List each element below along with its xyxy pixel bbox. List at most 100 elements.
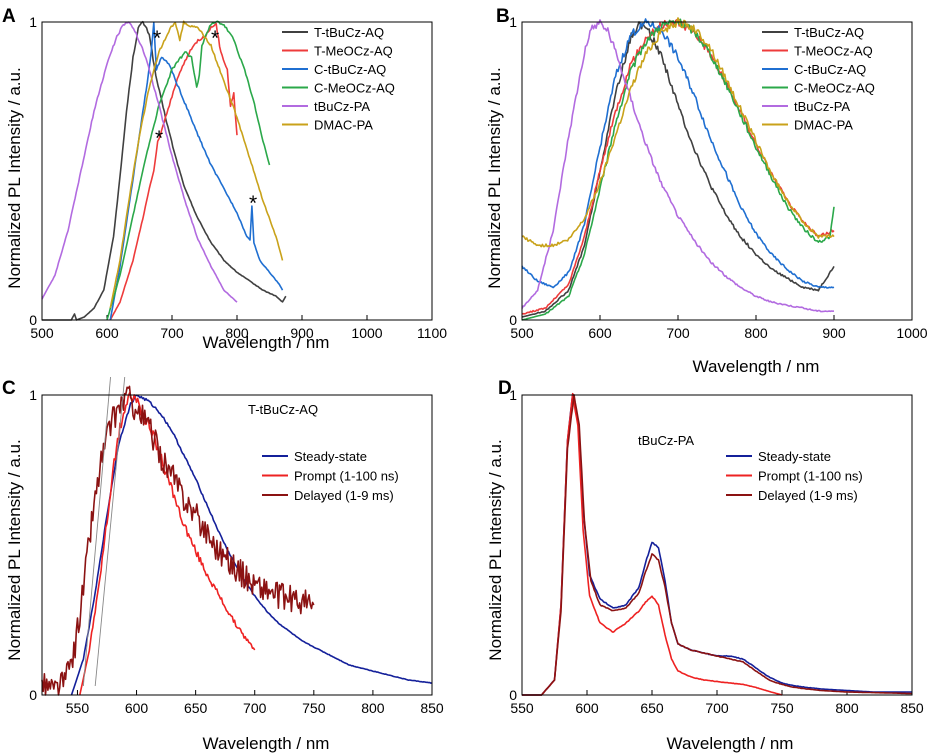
x-tick-label-d-550: 550	[510, 700, 534, 716]
x-tick-label-c-650: 650	[184, 700, 208, 716]
chart-title-d: tBuCz-PA	[638, 433, 694, 448]
series-line-c-delayed-1-9-ms-	[41, 385, 315, 696]
panel-b: B Normalized PL Intensity / a.u. Wavelen…	[485, 6, 928, 376]
x-tick-label-c-800: 800	[361, 700, 385, 716]
legend-b: T-tBuCz-AQ T-MeOCz-AQ C-tBuCz-AQ C-MeOCz-AQ…	[762, 25, 875, 133]
x-tick-label-b-600: 600	[588, 325, 612, 341]
y-tick-label-a-0: 0	[29, 312, 37, 328]
plot-frame-c	[41, 394, 433, 696]
chart-title-c: T-tBuCz-AQ	[248, 402, 318, 417]
x-tick-label-a-600: 600	[95, 325, 119, 341]
legend-label-a-5: DMAC-PA	[314, 118, 373, 133]
legend-label-d-1: Prompt (1-100 ns)	[758, 469, 863, 484]
x-tick-label-c-600: 600	[125, 700, 149, 716]
legend-label-b-2: C-tBuCz-AQ	[794, 62, 866, 77]
panel-c: C Normalized PL Intensity / a.u. Wavelen…	[2, 376, 444, 753]
series-d	[522, 392, 912, 696]
y-axis-title-d: Normalized PL Intensity / a.u.	[486, 439, 505, 660]
legend-label-c-2: Delayed (1-9 ms)	[294, 488, 394, 503]
x-tick-label-b-500: 500	[510, 325, 534, 341]
ticks-a: 500 600 700 800 900 1000 1100 0 1	[29, 14, 447, 341]
y-tick-label-b-0: 0	[509, 312, 517, 328]
peak-annotation-1: *	[153, 27, 161, 50]
series-line-a-tbucz-pa	[41, 21, 238, 303]
legend-label-b-4: tBuCz-PA	[794, 99, 850, 114]
series-line-a-t-tbucz-aq	[42, 20, 287, 321]
legend-label-a-3: C-MeOCz-AQ	[314, 81, 395, 96]
peak-annotation-4: *	[249, 192, 257, 215]
legend-label-b-1: T-MeOCz-AQ	[794, 44, 873, 59]
panel-label-a: A	[2, 6, 16, 27]
legend-label-d-0: Steady-state	[758, 449, 831, 464]
x-tick-label-c-750: 750	[302, 700, 326, 716]
series-line-b-t-tbucz-aq	[521, 21, 835, 318]
plot-frame-b	[521, 21, 913, 321]
series-line-b-tbucz-pa	[521, 19, 835, 313]
plot-frame-d	[521, 394, 913, 696]
panel-label-d: D	[498, 378, 512, 399]
panel-label-b: B	[496, 6, 510, 27]
legend-label-c-1: Prompt (1-100 ns)	[294, 469, 399, 484]
legend-label-b-3: C-MeOCz-AQ	[794, 81, 875, 96]
y-tick-label-c-0: 0	[29, 687, 37, 703]
y-tick-label-a-1: 1	[29, 14, 37, 30]
x-tick-label-b-900: 900	[822, 325, 846, 341]
peak-annotation-2: *	[211, 27, 219, 50]
y-tick-label-c-1: 1	[29, 387, 37, 403]
series-line-a-c-meocz-aq	[106, 20, 271, 321]
y-axis-title-a: Normalized PL Intensity / a.u.	[5, 67, 24, 288]
x-tick-label-a-800: 800	[225, 325, 249, 341]
series-line-a-t-meocz-aq	[109, 22, 238, 321]
x-tick-label-d-700: 700	[705, 700, 729, 716]
y-axis-title-b: Normalized PL Intensity / a.u.	[485, 67, 504, 288]
x-tick-label-a-700: 700	[160, 325, 184, 341]
y-axis-title-c: Normalized PL Intensity / a.u.	[5, 439, 24, 660]
x-tick-label-a-1000: 1000	[351, 325, 382, 341]
legend-label-d-2: Delayed (1-9 ms)	[758, 488, 858, 503]
legend-a: T-tBuCz-AQ T-MeOCz-AQ C-tBuCz-AQ C-MeOCz-AQ…	[282, 25, 395, 133]
panel-a: A Normalized PL Intensity / a.u. Wavelen…	[2, 6, 447, 352]
x-axis-title-a: Wavelength / nm	[203, 333, 330, 352]
legend-label-b-0: T-tBuCz-AQ	[794, 25, 864, 40]
x-tick-label-d-800: 800	[835, 700, 859, 716]
x-tick-label-b-700: 700	[666, 325, 690, 341]
x-tick-label-a-900: 900	[290, 325, 314, 341]
series-line-c-steady-state	[70, 394, 433, 696]
x-tick-label-c-700: 700	[243, 700, 267, 716]
series-b	[521, 17, 835, 321]
x-tick-label-d-750: 750	[770, 700, 794, 716]
legend-label-a-4: tBuCz-PA	[314, 99, 370, 114]
series-line-b-dmac-pa	[521, 17, 835, 248]
x-axis-title-b: Wavelength / nm	[693, 357, 820, 376]
x-tick-label-a-1100: 1100	[417, 325, 447, 341]
plot-frame-a	[41, 21, 433, 321]
ticks-c: 550 600 650 700 750 800 850 0 1	[29, 387, 444, 716]
x-tick-label-d-600: 600	[575, 700, 599, 716]
legend-label-c-0: Steady-state	[294, 449, 367, 464]
panel-d: D Normalized PL Intensity / a.u. Wavelen…	[486, 378, 924, 753]
x-axis-title-d: Wavelength / nm	[667, 734, 794, 753]
series-line-a-dmac-pa	[109, 20, 284, 309]
y-tick-label-d-0: 0	[509, 687, 517, 703]
ticks-b: 500 600 700 800 900 1000 0 1	[509, 14, 928, 341]
x-tick-label-c-550: 550	[66, 700, 90, 716]
onset-tangent-prompt	[94, 376, 126, 687]
x-tick-label-c-850: 850	[420, 700, 444, 716]
legend-d: Steady-state Prompt (1-100 ns) Delayed (1-…	[726, 449, 863, 503]
x-tick-label-a-500: 500	[30, 325, 54, 341]
x-tick-label-d-650: 650	[640, 700, 664, 716]
x-tick-label-b-1000: 1000	[896, 325, 927, 341]
series-a	[41, 20, 287, 321]
ticks-d: 550 600 650 700 750 800 850 0 1	[509, 387, 924, 716]
legend-label-a-0: T-tBuCz-AQ	[314, 25, 384, 40]
legend-label-b-5: DMAC-PA	[794, 118, 853, 133]
series-line-b-c-tbucz-aq	[521, 18, 835, 289]
legend-c: Steady-state Prompt (1-100 ns) Delayed (1-…	[262, 449, 399, 503]
x-tick-label-d-850: 850	[900, 700, 924, 716]
series-line-a-c-tbucz-aq	[109, 21, 284, 321]
y-tick-label-d-1: 1	[509, 387, 517, 403]
peak-annotation-3: *	[155, 127, 163, 150]
onset-tangent-delayed	[82, 376, 111, 687]
panel-label-c: C	[2, 378, 16, 399]
